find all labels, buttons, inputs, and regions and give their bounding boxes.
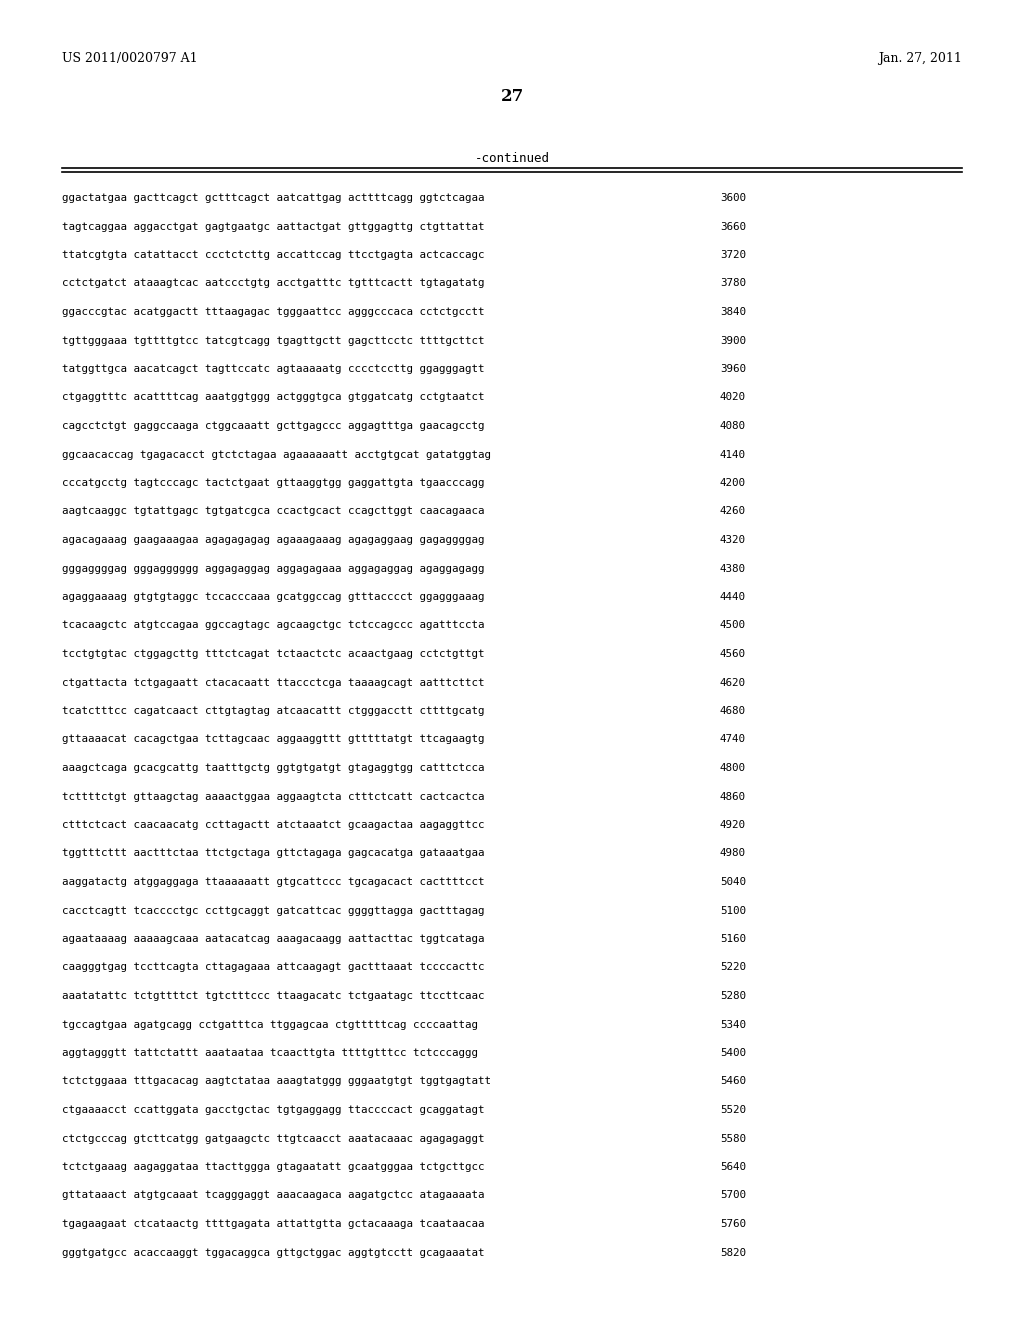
Text: 4980: 4980: [720, 849, 746, 858]
Text: ggactatgaa gacttcagct gctttcagct aatcattgag acttttcagg ggtctcagaa: ggactatgaa gacttcagct gctttcagct aatcatt…: [62, 193, 484, 203]
Text: 4740: 4740: [720, 734, 746, 744]
Text: cagcctctgt gaggccaaga ctggcaaatt gcttgagccc aggagtttga gaacagcctg: cagcctctgt gaggccaaga ctggcaaatt gcttgag…: [62, 421, 484, 432]
Text: gggtgatgcc acaccaaggt tggacaggca gttgctggac aggtgtcctt gcagaaatat: gggtgatgcc acaccaaggt tggacaggca gttgctg…: [62, 1247, 484, 1258]
Text: 3960: 3960: [720, 364, 746, 374]
Text: tctctggaaa tttgacacag aagtctataa aaagtatggg gggaatgtgt tggtgagtatt: tctctggaaa tttgacacag aagtctataa aaagtat…: [62, 1077, 490, 1086]
Text: tagtcaggaa aggacctgat gagtgaatgc aattactgat gttggagttg ctgttattat: tagtcaggaa aggacctgat gagtgaatgc aattact…: [62, 222, 484, 231]
Text: -continued: -continued: [474, 152, 550, 165]
Text: 4020: 4020: [720, 392, 746, 403]
Text: cccatgcctg tagtcccagc tactctgaat gttaaggtgg gaggattgta tgaacccagg: cccatgcctg tagtcccagc tactctgaat gttaagg…: [62, 478, 484, 488]
Text: tcatctttcc cagatcaact cttgtagtag atcaacattt ctgggacctt cttttgcatg: tcatctttcc cagatcaact cttgtagtag atcaaca…: [62, 706, 484, 715]
Text: ctctgcccag gtcttcatgg gatgaagctc ttgtcaacct aaatacaaac agagagaggt: ctctgcccag gtcttcatgg gatgaagctc ttgtcaa…: [62, 1134, 484, 1143]
Text: caagggtgag tccttcagta cttagagaaa attcaagagt gactttaaat tccccacttc: caagggtgag tccttcagta cttagagaaa attcaag…: [62, 962, 484, 973]
Text: 3840: 3840: [720, 308, 746, 317]
Text: gttataaact atgtgcaaat tcagggaggt aaacaagaca aagatgctcc atagaaaata: gttataaact atgtgcaaat tcagggaggt aaacaag…: [62, 1191, 484, 1200]
Text: 3780: 3780: [720, 279, 746, 289]
Text: 3720: 3720: [720, 249, 746, 260]
Text: agacagaaag gaagaaagaa agagagagag agaaagaaag agagaggaag gagaggggag: agacagaaag gaagaaagaa agagagagag agaaaga…: [62, 535, 484, 545]
Text: ggacccgtac acatggactt tttaagagac tgggaattcc agggcccaca cctctgcctt: ggacccgtac acatggactt tttaagagac tgggaat…: [62, 308, 484, 317]
Text: aaatatattc tctgttttct tgtctttccc ttaagacatc tctgaatagc ttccttcaac: aaatatattc tctgttttct tgtctttccc ttaagac…: [62, 991, 484, 1001]
Text: tgagaagaat ctcataactg ttttgagata attattgtta gctacaaaga tcaataacaa: tgagaagaat ctcataactg ttttgagata attattg…: [62, 1218, 484, 1229]
Text: tgccagtgaa agatgcagg cctgatttca ttggagcaa ctgtttttcag ccccaattag: tgccagtgaa agatgcagg cctgatttca ttggagca…: [62, 1019, 478, 1030]
Text: 5760: 5760: [720, 1218, 746, 1229]
Text: US 2011/0020797 A1: US 2011/0020797 A1: [62, 51, 198, 65]
Text: 5400: 5400: [720, 1048, 746, 1059]
Text: ctgaggtttc acattttcag aaatggtggg actgggtgca gtggatcatg cctgtaatct: ctgaggtttc acattttcag aaatggtggg actgggt…: [62, 392, 484, 403]
Text: 4800: 4800: [720, 763, 746, 774]
Text: 4860: 4860: [720, 792, 746, 801]
Text: ctttctcact caacaacatg ccttagactt atctaaatct gcaagactaa aagaggttcc: ctttctcact caacaacatg ccttagactt atctaaa…: [62, 820, 484, 830]
Text: 4440: 4440: [720, 591, 746, 602]
Text: 4080: 4080: [720, 421, 746, 432]
Text: cctctgatct ataaagtcac aatccctgtg acctgatttc tgtttcactt tgtagatatg: cctctgatct ataaagtcac aatccctgtg acctgat…: [62, 279, 484, 289]
Text: 5460: 5460: [720, 1077, 746, 1086]
Text: 5580: 5580: [720, 1134, 746, 1143]
Text: ggcaacaccag tgagacacct gtctctagaa agaaaaaatt acctgtgcat gatatggtag: ggcaacaccag tgagacacct gtctctagaa agaaaa…: [62, 450, 490, 459]
Text: 27: 27: [501, 88, 523, 106]
Text: 4920: 4920: [720, 820, 746, 830]
Text: 3660: 3660: [720, 222, 746, 231]
Text: aggtagggtt tattctattt aaataataa tcaacttgta ttttgtttcc tctcccaggg: aggtagggtt tattctattt aaataataa tcaacttg…: [62, 1048, 478, 1059]
Text: 3600: 3600: [720, 193, 746, 203]
Text: aagtcaaggc tgtattgagc tgtgatcgca ccactgcact ccagcttggt caacagaaca: aagtcaaggc tgtattgagc tgtgatcgca ccactgc…: [62, 507, 484, 516]
Text: 4380: 4380: [720, 564, 746, 573]
Text: 5340: 5340: [720, 1019, 746, 1030]
Text: ctgaaaacct ccattggata gacctgctac tgtgaggagg ttaccccact gcaggatagt: ctgaaaacct ccattggata gacctgctac tgtgagg…: [62, 1105, 484, 1115]
Text: 4140: 4140: [720, 450, 746, 459]
Text: tctctgaaag aagaggataa ttacttggga gtagaatatt gcaatgggaa tctgcttgcc: tctctgaaag aagaggataa ttacttggga gtagaat…: [62, 1162, 484, 1172]
Text: tcttttctgt gttaagctag aaaactggaa aggaagtcta ctttctcatt cactcactca: tcttttctgt gttaagctag aaaactggaa aggaagt…: [62, 792, 484, 801]
Text: 4620: 4620: [720, 677, 746, 688]
Text: gttaaaacat cacagctgaa tcttagcaac aggaaggttt gtttttatgt ttcagaagtg: gttaaaacat cacagctgaa tcttagcaac aggaagg…: [62, 734, 484, 744]
Text: tcctgtgtac ctggagcttg tttctcagat tctaactctc acaactgaag cctctgttgt: tcctgtgtac ctggagcttg tttctcagat tctaact…: [62, 649, 484, 659]
Text: 5280: 5280: [720, 991, 746, 1001]
Text: Jan. 27, 2011: Jan. 27, 2011: [879, 51, 962, 65]
Text: 5100: 5100: [720, 906, 746, 916]
Text: aaagctcaga gcacgcattg taatttgctg ggtgtgatgt gtagaggtgg catttctcca: aaagctcaga gcacgcattg taatttgctg ggtgtga…: [62, 763, 484, 774]
Text: 5220: 5220: [720, 962, 746, 973]
Text: 5520: 5520: [720, 1105, 746, 1115]
Text: 4320: 4320: [720, 535, 746, 545]
Text: 5040: 5040: [720, 876, 746, 887]
Text: agaataaaag aaaaagcaaa aatacatcag aaagacaagg aattacttac tggtcataga: agaataaaag aaaaagcaaa aatacatcag aaagaca…: [62, 935, 484, 944]
Text: gggaggggag gggagggggg aggagaggag aggagagaaa aggagaggag agaggagagg: gggaggggag gggagggggg aggagaggag aggagag…: [62, 564, 484, 573]
Text: 3900: 3900: [720, 335, 746, 346]
Text: 4560: 4560: [720, 649, 746, 659]
Text: 5700: 5700: [720, 1191, 746, 1200]
Text: tatggttgca aacatcagct tagttccatc agtaaaaatg cccctccttg ggagggagtt: tatggttgca aacatcagct tagttccatc agtaaaa…: [62, 364, 484, 374]
Text: tcacaagctc atgtccagaa ggccagtagc agcaagctgc tctccagccc agatttccta: tcacaagctc atgtccagaa ggccagtagc agcaagc…: [62, 620, 484, 631]
Text: 5820: 5820: [720, 1247, 746, 1258]
Text: agaggaaaag gtgtgtaggc tccacccaaa gcatggccag gtttacccct ggagggaaag: agaggaaaag gtgtgtaggc tccacccaaa gcatggc…: [62, 591, 484, 602]
Text: 4200: 4200: [720, 478, 746, 488]
Text: tggtttcttt aactttctaa ttctgctaga gttctagaga gagcacatga gataaatgaa: tggtttcttt aactttctaa ttctgctaga gttctag…: [62, 849, 484, 858]
Text: 5640: 5640: [720, 1162, 746, 1172]
Text: tgttgggaaa tgttttgtcc tatcgtcagg tgagttgctt gagcttcctc ttttgcttct: tgttgggaaa tgttttgtcc tatcgtcagg tgagttg…: [62, 335, 484, 346]
Text: ttatcgtgta catattacct ccctctcttg accattccag ttcctgagta actcaccagc: ttatcgtgta catattacct ccctctcttg accattc…: [62, 249, 484, 260]
Text: cacctcagtt tcacccctgc ccttgcaggt gatcattcac ggggttagga gactttagag: cacctcagtt tcacccctgc ccttgcaggt gatcatt…: [62, 906, 484, 916]
Text: 4680: 4680: [720, 706, 746, 715]
Text: 4500: 4500: [720, 620, 746, 631]
Text: ctgattacta tctgagaatt ctacacaatt ttaccctcga taaaagcagt aatttcttct: ctgattacta tctgagaatt ctacacaatt ttaccct…: [62, 677, 484, 688]
Text: 5160: 5160: [720, 935, 746, 944]
Text: aaggatactg atggaggaga ttaaaaaatt gtgcattccc tgcagacact cacttttcct: aaggatactg atggaggaga ttaaaaaatt gtgcatt…: [62, 876, 484, 887]
Text: 4260: 4260: [720, 507, 746, 516]
